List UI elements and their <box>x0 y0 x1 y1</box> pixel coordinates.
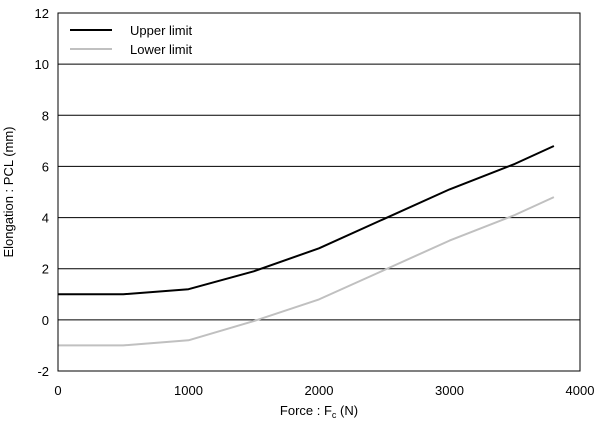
y-tick-label: 2 <box>42 262 49 277</box>
x-axis-label-subscript: c <box>332 410 337 420</box>
legend-label: Lower limit <box>130 42 193 57</box>
series-line <box>58 145 555 296</box>
gridlines <box>58 63 580 321</box>
x-axis-label-main: Force : F <box>280 403 332 418</box>
x-tick-label: 0 <box>54 383 61 398</box>
series-lines <box>58 145 555 347</box>
y-tick-label: 8 <box>42 108 49 123</box>
tick-labels: -2 0 2 4 6 8 10 12 0 1000 2000 3000 4000 <box>35 6 595 398</box>
plot-area <box>57 12 581 372</box>
y-tick-label: -2 <box>37 364 49 379</box>
y-axis-label: Elongation : PCL (mm) <box>1 126 16 257</box>
y-tick-label: 12 <box>35 6 49 21</box>
legend: Upper limit Lower limit <box>70 23 193 57</box>
y-tick-label: 10 <box>35 57 49 72</box>
series-line <box>58 196 555 347</box>
x-axis-label-unit: (N) <box>336 403 358 418</box>
x-tick-label: 2000 <box>305 383 334 398</box>
y-tick-label: 0 <box>42 313 49 328</box>
x-axis-label: Force : Fc (N) <box>280 403 358 420</box>
y-tick-label: 4 <box>42 211 49 226</box>
legend-label: Upper limit <box>130 23 193 38</box>
x-tick-label: 3000 <box>435 383 464 398</box>
x-tick-label: 4000 <box>566 383 595 398</box>
y-tick-label: 6 <box>42 159 49 174</box>
x-tick-label: 1000 <box>174 383 203 398</box>
